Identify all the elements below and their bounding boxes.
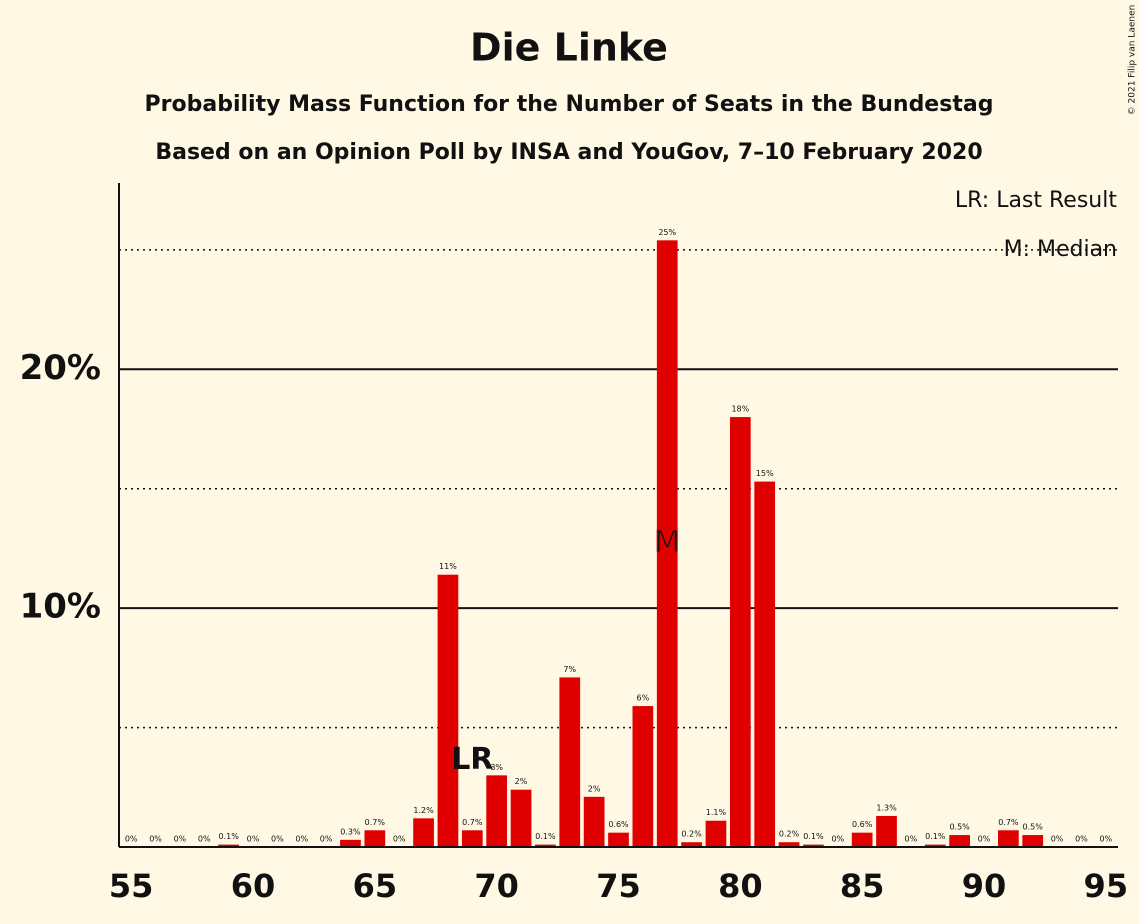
value-label: 15% [756,469,774,478]
value-label: 0% [247,835,260,844]
x-tick-label: 80 [718,867,763,905]
value-label: 0.7% [365,818,386,827]
bar [851,832,873,847]
bar [413,818,434,847]
value-label: 0% [271,835,284,844]
value-label: 0% [174,835,187,844]
bar [486,775,508,847]
chart-title: Die Linke [470,26,668,70]
value-label: 0.1% [925,832,946,841]
value-label: 0% [198,835,211,844]
x-tick-label: 85 [840,867,885,905]
value-label: 7% [563,665,576,674]
bar [461,830,483,847]
bar [803,844,824,847]
y-tick-label: 10% [20,587,101,627]
y-tick-label: 20% [20,348,101,388]
bar [778,842,800,847]
value-label: 0% [905,835,918,844]
x-tick-label: 60 [231,867,276,905]
value-label: 0.1% [218,832,239,841]
value-label: 0.3% [340,827,361,836]
value-label: 2% [588,784,601,793]
bar [681,842,702,847]
value-label: 0% [1099,835,1112,844]
bar [705,820,727,847]
value-label: 0% [320,835,333,844]
subtitle: Based on an Opinion Poll by INSA and You… [155,140,982,165]
value-label: 0% [978,835,991,844]
bar [583,796,605,847]
annotation: M [654,525,680,560]
value-label: 2% [515,777,528,786]
x-tick-label: 55 [109,867,154,905]
value-label: 0.7% [462,818,483,827]
value-label: 0.7% [998,818,1019,827]
value-label: 0% [1051,835,1064,844]
value-label: 0% [125,835,138,844]
value-label: 0.2% [681,830,702,839]
bar [437,574,459,847]
value-label: 0.6% [608,820,629,829]
value-label: 0.2% [779,830,800,839]
bar [1022,835,1044,847]
bar [510,789,532,847]
bar [608,832,629,847]
value-label: 25% [658,228,676,237]
value-label: 18% [731,405,749,414]
bar [535,844,556,847]
bar [340,839,361,847]
x-tick-label: 65 [353,867,398,905]
value-label: 0% [1075,835,1088,844]
bar [656,240,678,848]
bar [632,706,654,847]
bar [559,677,581,847]
copyright: © 2021 Filip van Laenen [1128,5,1138,116]
bar [364,830,386,847]
bar [729,417,751,847]
value-label: 0.6% [852,820,873,829]
bar [924,844,946,847]
value-label: 0% [393,835,406,844]
value-label: 0.1% [803,832,824,841]
value-label: 0.5% [1023,823,1044,832]
value-label: 0% [149,835,162,844]
x-tick-label: 95 [1084,867,1129,905]
bar [876,815,897,847]
value-label: 0% [831,835,844,844]
value-label: 0.1% [535,832,556,841]
value-label: 0.5% [949,823,970,832]
value-label: 1.2% [413,806,434,815]
bar [218,844,240,847]
legend-entry: LR: Last Result [955,188,1117,213]
value-label: 3% [490,763,503,772]
value-label: 11% [439,562,457,571]
annotation: LR [451,742,493,777]
bar [754,481,776,847]
bar [949,835,970,847]
bar [997,830,1019,847]
value-label: 6% [637,694,650,703]
x-tick-label: 90 [962,867,1007,905]
value-label: 1.3% [876,803,897,812]
value-label: 0% [295,835,308,844]
value-label: 1.1% [706,808,727,817]
x-tick-label: 70 [474,867,519,905]
subtitle: Probability Mass Function for the Number… [145,92,994,117]
x-tick-label: 75 [596,867,641,905]
